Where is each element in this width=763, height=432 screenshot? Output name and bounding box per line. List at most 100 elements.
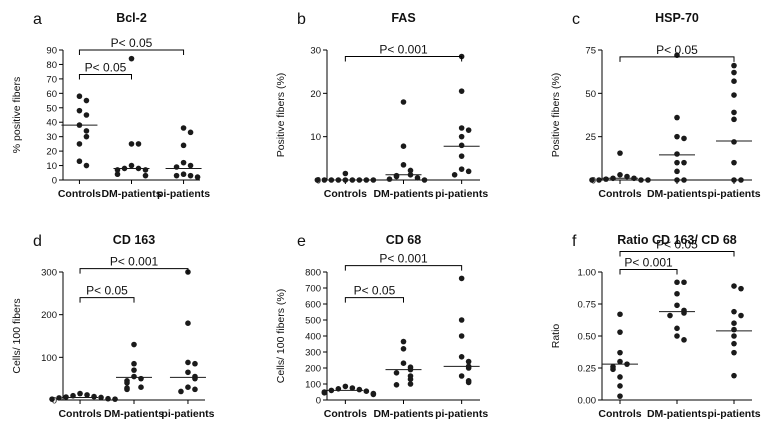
data-point [185, 384, 191, 391]
data-point [731, 109, 737, 116]
y-axis-label: Positive fibers (%) [275, 73, 287, 158]
data-point [349, 385, 356, 391]
data-point [458, 354, 465, 360]
category-label: pi-patients [435, 188, 488, 200]
data-point [731, 340, 737, 347]
data-point [674, 133, 680, 140]
data-point [76, 93, 83, 100]
data-point [731, 333, 737, 339]
data-point [674, 151, 680, 157]
category-label: Controls [598, 408, 641, 420]
data-point [603, 176, 609, 182]
data-point [674, 325, 680, 332]
y-tick-label: 20 [310, 89, 321, 100]
data-point [124, 380, 130, 386]
significance-label: P< 0.05 [85, 61, 127, 75]
data-point [173, 164, 180, 170]
significance-bracket [344, 265, 463, 271]
significance-label: P< 0.001 [110, 255, 159, 269]
data-point [321, 177, 328, 183]
data-point [321, 390, 328, 396]
y-tick-label: 0.25 [578, 364, 597, 375]
data-point [451, 172, 458, 178]
category-label: pi-patients [435, 408, 488, 420]
category-label: DM-patients [647, 408, 707, 420]
significance-bracket [619, 268, 678, 275]
data-point [458, 142, 465, 149]
y-tick-label: 25 [585, 132, 596, 143]
significance-bracket [79, 297, 135, 303]
data-point [465, 168, 472, 175]
data-point [458, 133, 465, 140]
data-point [180, 159, 187, 166]
data-point [356, 386, 363, 393]
data-point [458, 373, 465, 379]
data-point [617, 172, 623, 178]
y-tick-label: 700 [305, 284, 321, 295]
data-point [178, 388, 184, 395]
panel-title: Bcl-2 [116, 11, 147, 25]
data-point [596, 177, 602, 183]
y-tick-label: 10 [310, 132, 321, 143]
data-point [681, 337, 687, 343]
data-point [128, 162, 135, 169]
y-tick-label: 90 [46, 46, 57, 57]
data-point [421, 177, 428, 183]
data-point [142, 167, 149, 173]
data-point [617, 383, 623, 389]
y-tick-label: 50 [585, 89, 596, 100]
y-tick-label: 500 [305, 316, 321, 327]
y-tick-label: 400 [305, 332, 321, 343]
panel-title: CD 163 [113, 233, 155, 247]
data-point [681, 310, 687, 316]
data-point [674, 114, 680, 121]
data-point [180, 171, 187, 178]
y-tick-label: 0 [52, 396, 57, 407]
y-tick-label: 60 [46, 89, 57, 100]
data-point [83, 128, 90, 134]
data-point [363, 388, 370, 395]
significance-label: P< 0.001 [379, 43, 428, 57]
y-tick-label: 0 [52, 176, 57, 187]
data-point [400, 162, 407, 168]
significance-label: P< 0.001 [379, 252, 428, 266]
y-tick-label: 40 [46, 118, 57, 129]
data-point [363, 177, 370, 183]
data-point [192, 360, 198, 367]
data-point [674, 302, 680, 309]
significance-bracket [79, 268, 189, 274]
category-label: DM-patients [373, 188, 433, 200]
significance-label: P< 0.05 [656, 238, 698, 252]
y-tick-label: 0 [316, 396, 321, 407]
category-label: pi-patients [157, 188, 210, 200]
data-point [731, 116, 737, 123]
data-point [617, 358, 623, 365]
panel-letter: f [572, 233, 577, 250]
data-point [731, 62, 737, 69]
y-axis-label: Positive fibers (%) [550, 73, 562, 158]
data-point [180, 125, 187, 131]
category-label: pi-patients [707, 408, 760, 420]
data-point [77, 390, 83, 397]
data-point [124, 386, 130, 393]
data-point [400, 99, 407, 105]
data-point [83, 97, 90, 104]
y-axis-label: % positive fibers [11, 77, 23, 153]
category-label: Controls [58, 408, 101, 420]
data-point [400, 360, 407, 367]
data-point [458, 275, 465, 282]
y-tick-label: 0.75 [578, 300, 597, 311]
data-point [187, 172, 194, 179]
data-point [128, 141, 135, 147]
data-point [370, 177, 377, 183]
data-point [738, 177, 744, 183]
data-point [98, 394, 104, 401]
data-point [112, 396, 118, 402]
data-point [180, 142, 187, 149]
data-point [731, 308, 737, 315]
data-point [370, 391, 377, 398]
data-point [465, 127, 472, 133]
y-tick-label: 1.00 [578, 268, 597, 279]
category-label: pi-patients [161, 408, 214, 420]
